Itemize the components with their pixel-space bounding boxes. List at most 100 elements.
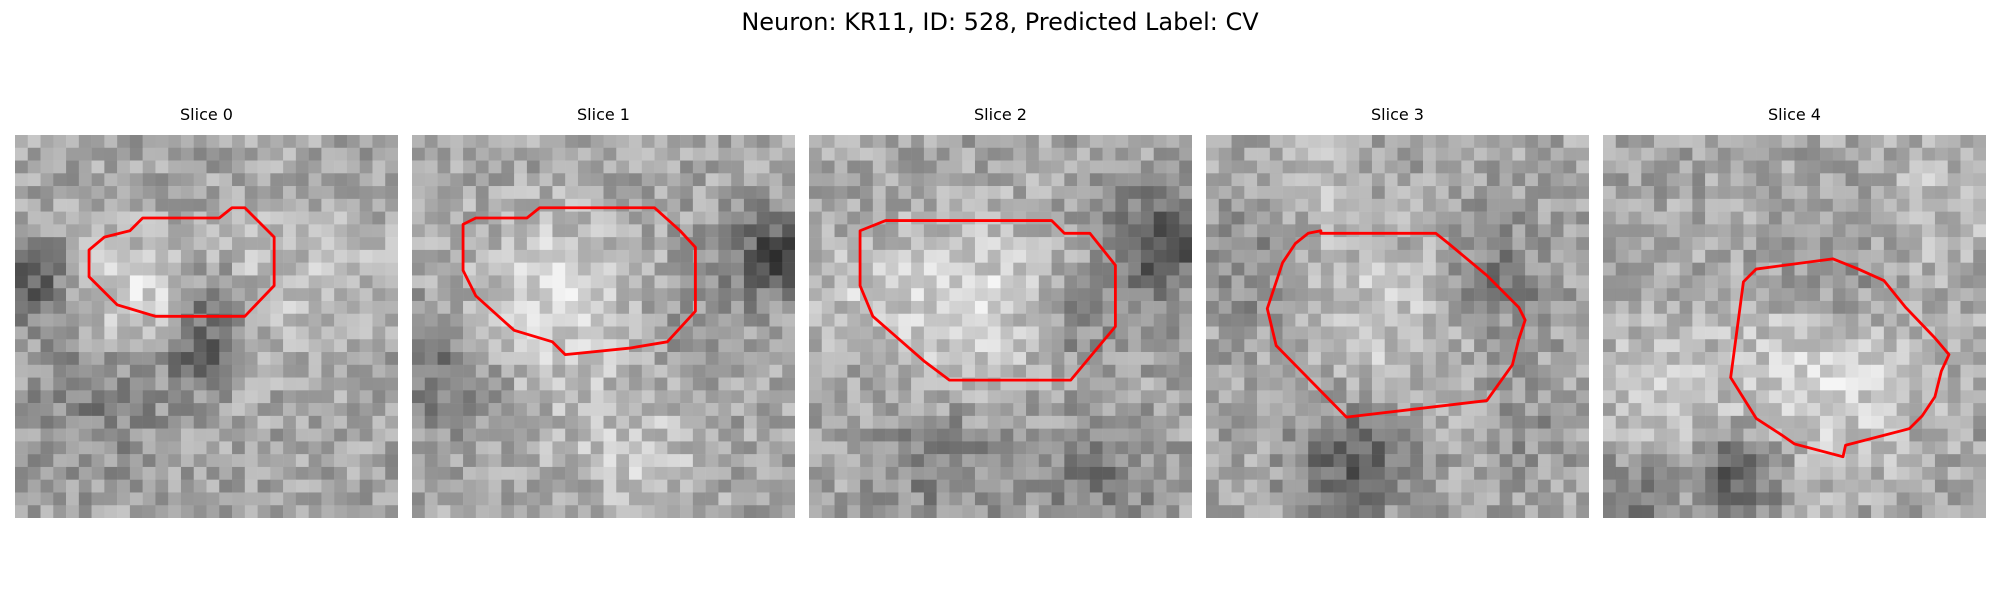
pixel [1794, 237, 1808, 251]
pixel [1397, 186, 1411, 200]
pixel [1115, 479, 1129, 493]
pixel [834, 492, 848, 506]
pixel [1781, 415, 1795, 429]
pixel [1909, 364, 1923, 378]
pixel [450, 173, 464, 187]
pixel [1115, 403, 1129, 417]
pixel [1102, 224, 1116, 238]
pixel [577, 198, 591, 212]
pixel [743, 326, 757, 340]
pixel [1832, 492, 1846, 506]
pixel [1397, 288, 1411, 302]
pixel [1896, 326, 1910, 340]
pixel [385, 186, 398, 200]
pixel [168, 428, 182, 442]
pixel [168, 160, 182, 174]
pixel [898, 313, 912, 327]
pixel [539, 377, 553, 391]
pixel [257, 390, 271, 404]
pixel [1845, 135, 1859, 149]
pixel [539, 466, 553, 480]
pixel [488, 415, 502, 429]
pixel [129, 147, 143, 161]
pixel [1947, 441, 1961, 455]
pixel [1384, 466, 1398, 480]
pixel [603, 313, 617, 327]
pixel [616, 198, 630, 212]
pixel [577, 479, 591, 493]
pixel [1781, 249, 1795, 263]
pixel [629, 352, 643, 366]
pixel [1051, 339, 1065, 353]
pixel [1820, 492, 1834, 506]
pixel [847, 377, 861, 391]
pixel [1051, 454, 1065, 468]
pixel [1166, 390, 1180, 404]
pixel [718, 237, 732, 251]
pixel [1525, 364, 1539, 378]
pixel [1832, 479, 1846, 493]
pixel [1486, 160, 1500, 174]
pixel [1115, 454, 1129, 468]
pixel [731, 454, 745, 468]
pixel [898, 492, 912, 506]
pixel [872, 428, 886, 442]
pixel [654, 224, 668, 238]
pixel [1320, 492, 1334, 506]
pixel [424, 135, 438, 149]
pixel [155, 403, 169, 417]
pixel [565, 428, 579, 442]
pixel [590, 466, 604, 480]
pixel [936, 377, 950, 391]
pixel [1666, 505, 1680, 518]
pixel [346, 275, 360, 289]
pixel [1756, 466, 1770, 480]
pixel [142, 147, 156, 161]
pixel [1282, 275, 1296, 289]
pixel [860, 479, 874, 493]
pixel [1077, 479, 1091, 493]
pixel [539, 262, 553, 276]
pixel [450, 403, 464, 417]
pixel [936, 160, 950, 174]
pixel [1896, 211, 1910, 225]
pixel [321, 313, 335, 327]
pixel [1282, 313, 1296, 327]
pixel [847, 454, 861, 468]
pixel [885, 160, 899, 174]
pixel [1166, 198, 1180, 212]
pixel [129, 249, 143, 263]
pixel [1140, 428, 1154, 442]
pixel [1346, 300, 1360, 314]
pixel [1244, 262, 1258, 276]
pixel [603, 326, 617, 340]
pixel [1346, 211, 1360, 225]
pixel [1333, 249, 1347, 263]
pixel [936, 454, 950, 468]
pixel [424, 160, 438, 174]
pixel [142, 364, 156, 378]
pixel [552, 326, 566, 340]
pixel [475, 441, 489, 455]
pixel [756, 454, 770, 468]
pixel [987, 339, 1001, 353]
pixel [1257, 237, 1271, 251]
pixel [539, 339, 553, 353]
pixel [1435, 313, 1449, 327]
pixel [1615, 339, 1629, 353]
pixel [847, 300, 861, 314]
pixel [501, 249, 515, 263]
pixel [193, 441, 207, 455]
pixel [1140, 505, 1154, 518]
pixel [1960, 339, 1974, 353]
pixel [257, 147, 271, 161]
pixel [936, 275, 950, 289]
pixel [756, 198, 770, 212]
pixel [501, 262, 515, 276]
pixel [847, 249, 861, 263]
pixel [718, 377, 732, 391]
pixel [1410, 186, 1424, 200]
pixel [705, 377, 719, 391]
pixel [437, 377, 451, 391]
pixel [1641, 352, 1655, 366]
